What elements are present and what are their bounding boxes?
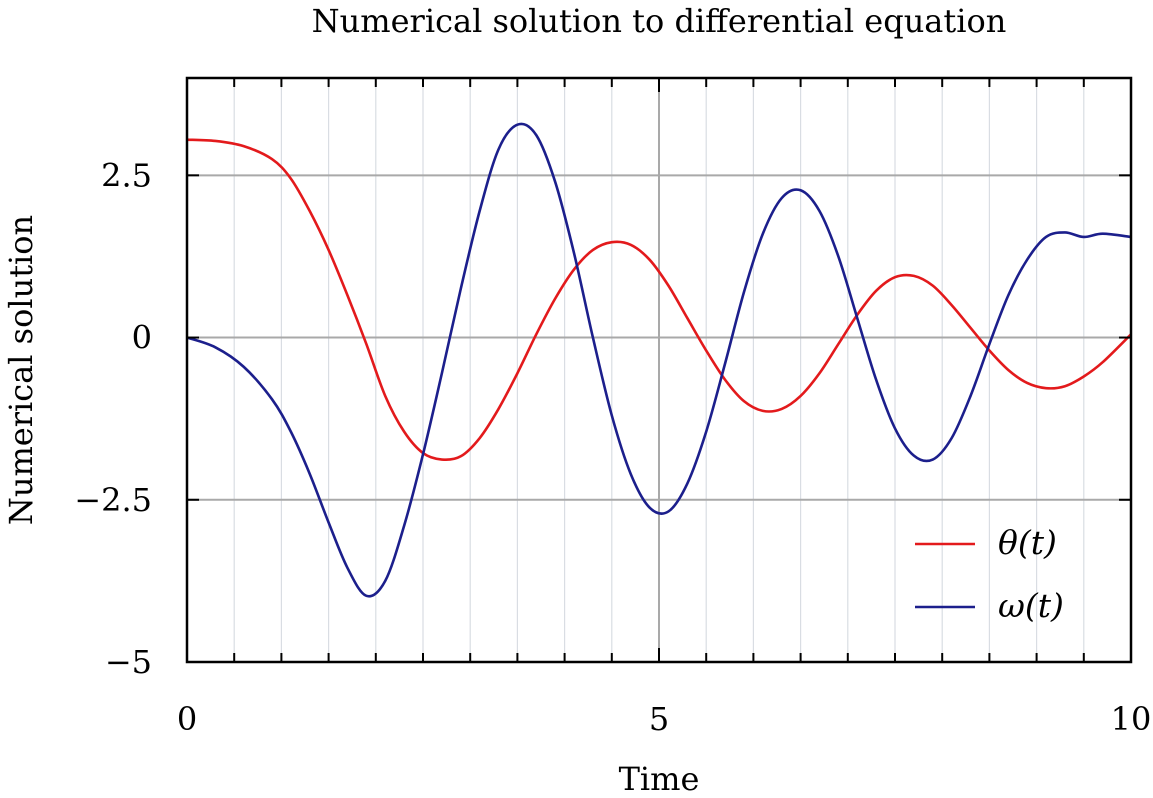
y-tick-label: −2.5 [74, 481, 152, 519]
y-tick-label: −5 [105, 643, 152, 681]
ticks [187, 78, 1131, 662]
grid [187, 78, 1131, 662]
series-line-omega [186, 122, 1132, 598]
x-tick-label: 10 [1111, 700, 1152, 738]
legend-label: θ(t) [998, 523, 1057, 562]
legend: θ(t) ω(t) [915, 523, 1064, 625]
chart-title: Numerical solution to differential equat… [312, 2, 1007, 40]
y-tick-label: 0 [132, 319, 152, 357]
x-tick-label: 0 [177, 700, 197, 738]
x-tick-labels: 0 5 10 [177, 700, 1152, 738]
x-tick-label: 5 [649, 700, 669, 738]
y-axis-label: Numerical solution [2, 215, 40, 525]
x-axis-label: Time [619, 760, 700, 798]
series-line-theta [186, 138, 1132, 462]
series-layer [186, 122, 1132, 598]
y-tick-labels: −5 −2.5 0 2.5 [74, 156, 152, 681]
legend-label: ω(t) [998, 586, 1064, 625]
y-tick-label: 2.5 [101, 156, 152, 194]
